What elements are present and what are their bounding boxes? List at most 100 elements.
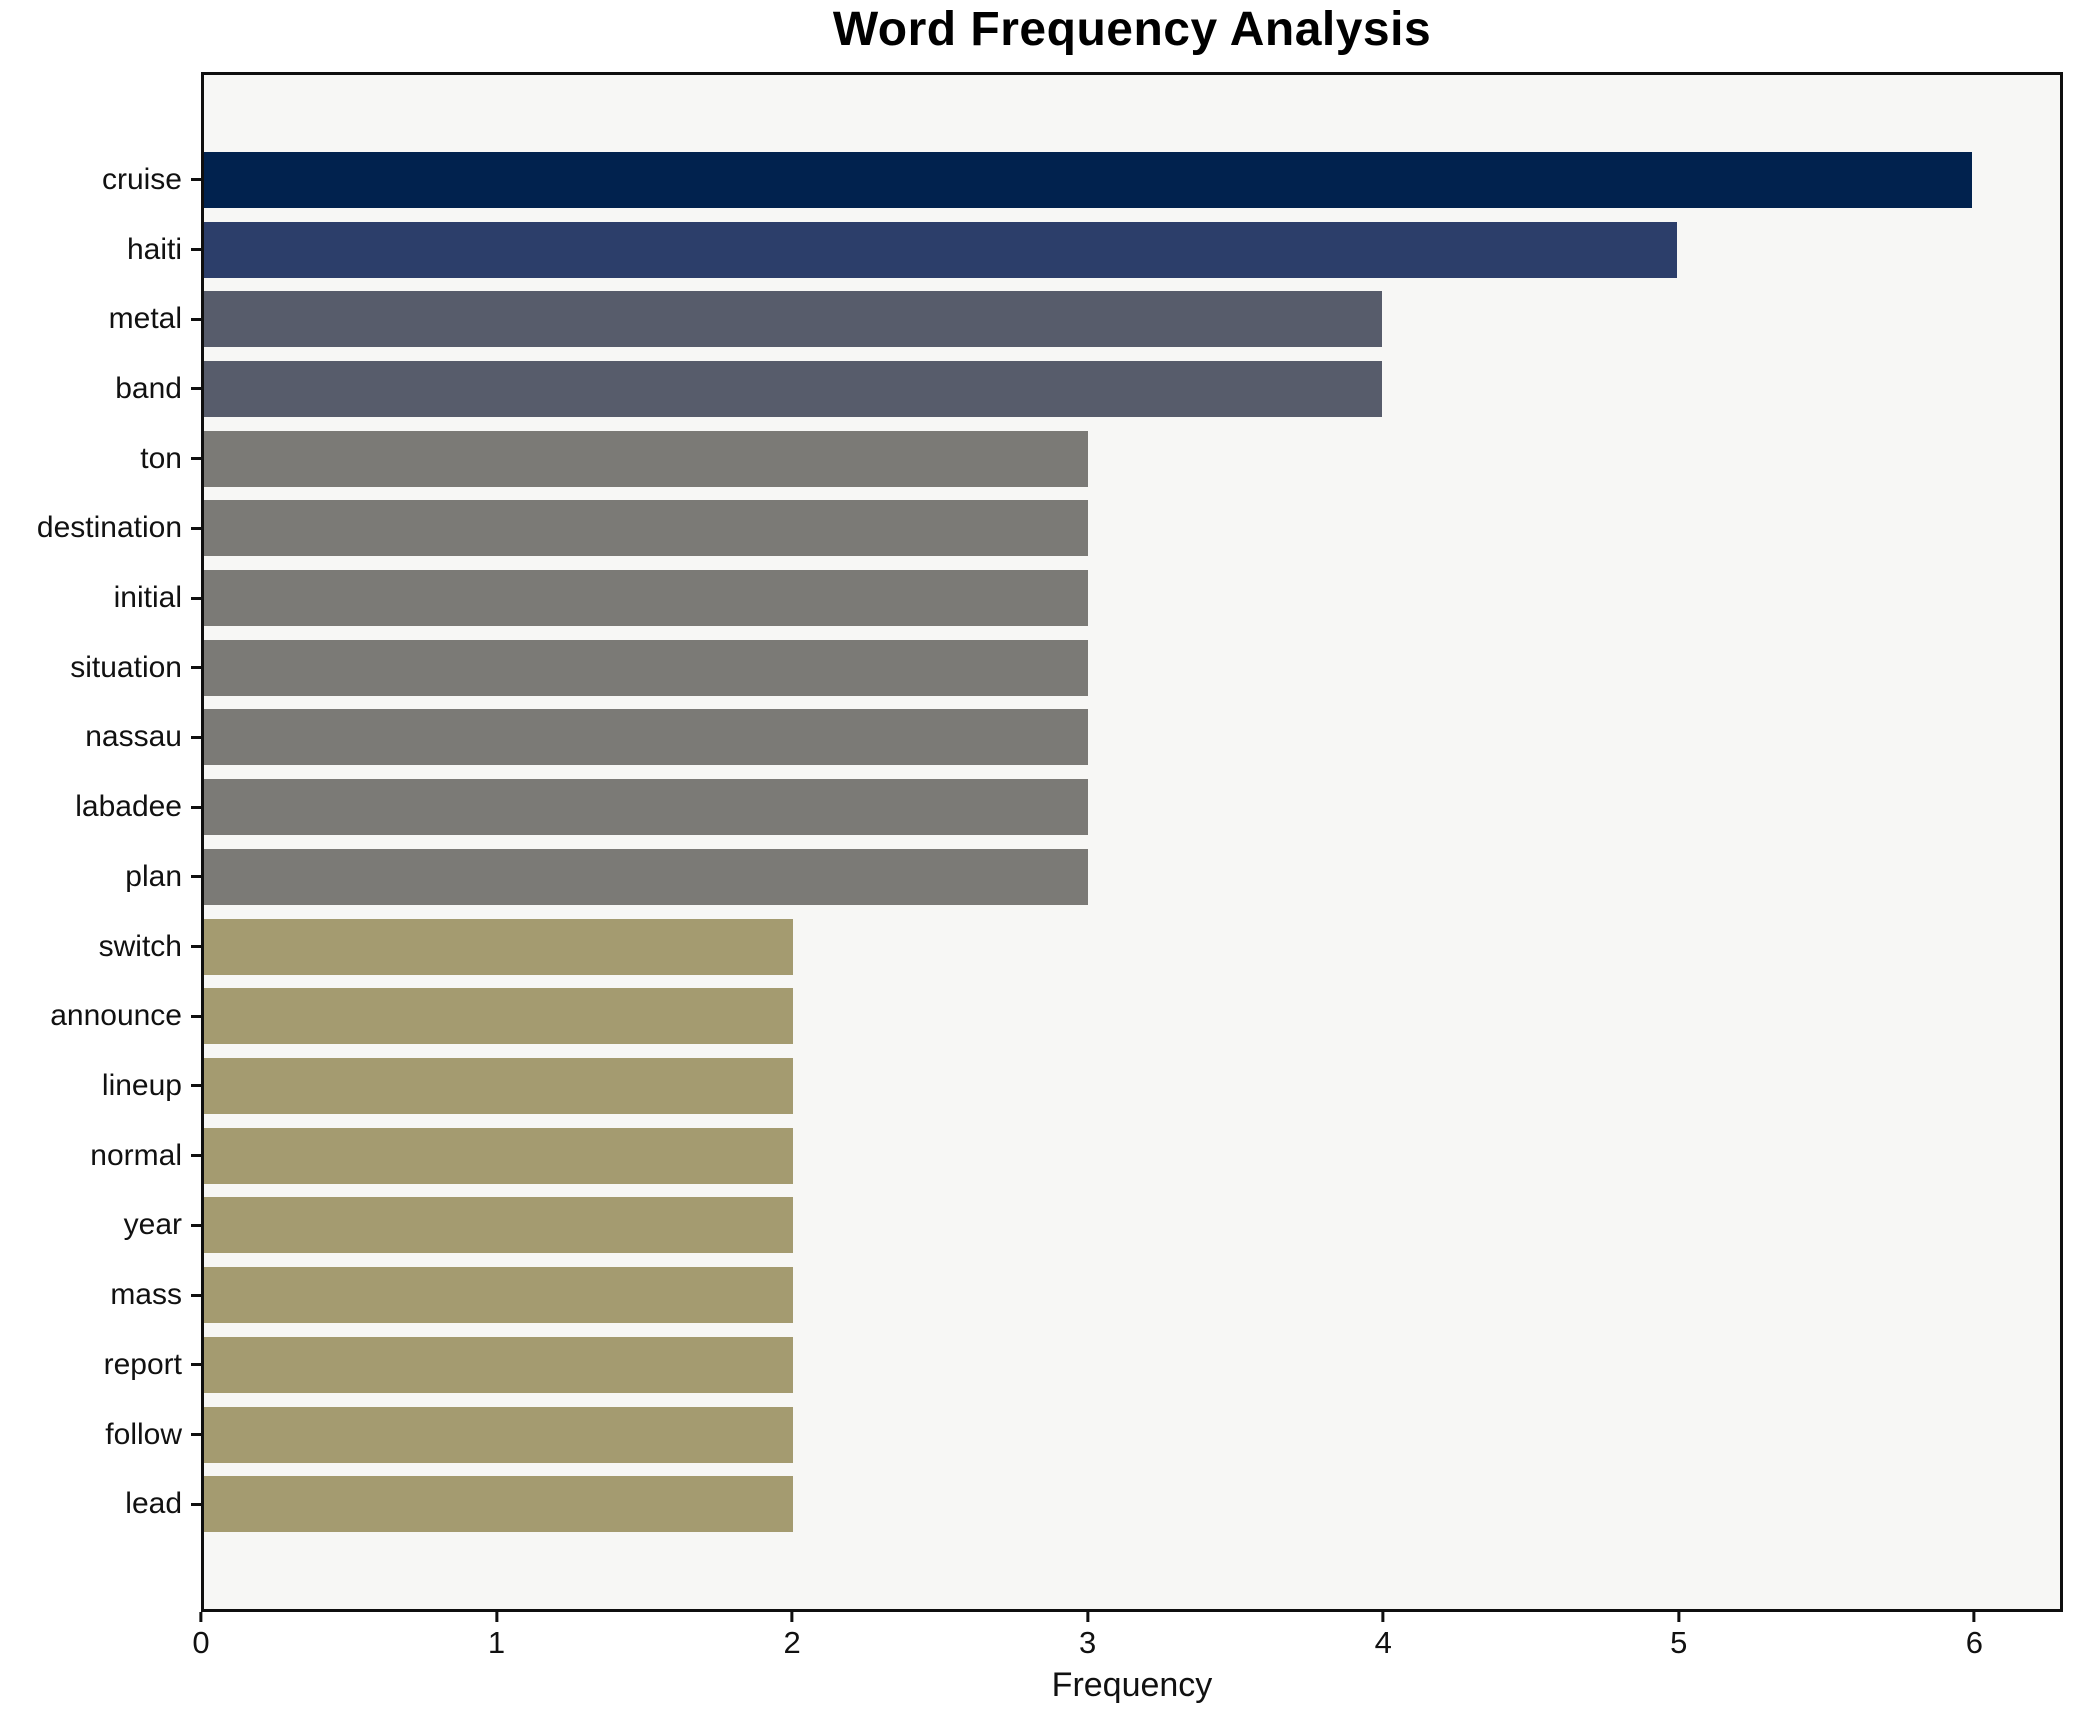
y-tick-mark [191,1014,201,1018]
bar-row: follow [105,1400,2060,1470]
y-tick-mark [191,666,201,670]
bar [204,988,794,1045]
y-tick-mark [191,875,201,879]
bar [204,1267,794,1324]
bar [204,639,1088,696]
bar [204,918,794,975]
x-tick-mark [1677,1612,1681,1622]
bar [204,291,1383,348]
bar [204,221,1678,278]
x-tick-label: 6 [1965,1625,1983,1660]
y-tick-mark [191,526,201,530]
y-tick-mark [191,805,201,809]
bar-row: ton [140,424,2060,494]
x-tick-mark [1972,1612,1976,1622]
bars-area: cruise haiti metal band ton destination initia… [37,75,2060,1609]
y-tick-mark [191,1502,201,1506]
y-tick-label: destination [36,511,182,545]
x-tick: 2 [783,1612,801,1660]
bar-row: year [124,1191,2060,1261]
bar [204,779,1088,836]
y-tick-label: haiti [126,232,182,266]
y-tick-label: follow [105,1417,182,1451]
y-tick-label: mass [110,1278,182,1312]
bar [204,1406,794,1463]
x-tick-mark [495,1612,499,1622]
y-tick-mark [191,178,201,182]
bar-row: cruise [102,145,2060,215]
x-tick: 1 [488,1612,505,1658]
x-tick-label: 0 [192,1625,210,1660]
y-tick-mark [191,248,201,252]
y-tick-label: ton [140,441,182,475]
y-tick-label: normal [90,1138,182,1172]
bar-row: lineup [102,1051,2060,1121]
y-tick-label: cruise [101,162,182,196]
y-tick-label: labadee [75,790,182,824]
x-tick-label: 2 [783,1625,801,1660]
bar [204,570,1088,627]
bar-row: report [104,1330,2060,1400]
y-tick-mark [191,1154,201,1158]
x-tick: 3 [1079,1612,1096,1658]
x-tick: 6 [1966,1612,1983,1658]
y-tick-label: band [115,371,182,405]
bar [204,848,1088,905]
x-tick-label: 4 [1374,1625,1392,1660]
y-tick-label: switch [98,929,182,963]
y-tick-mark [191,317,201,321]
x-tick-label: 3 [1079,1625,1097,1660]
y-tick-label: nassau [85,720,182,754]
y-tick-mark [191,1223,201,1227]
y-tick-mark [191,1084,201,1088]
bar-row: announce [50,981,2060,1051]
x-tick: 4 [1375,1612,1392,1658]
bar-row: metal [109,284,2060,354]
y-tick-label: announce [50,999,182,1033]
x-tick-mark [199,1612,203,1622]
bar [204,500,1088,557]
x-tick-mark [790,1612,794,1622]
x-tick-label: 1 [487,1625,506,1660]
bar [204,1057,794,1114]
y-tick-mark [191,457,201,461]
bar-row: mass [110,1260,2060,1330]
y-tick-label: initial [113,581,182,615]
bar-row: switch [99,912,2060,982]
y-tick-label: lead [125,1487,182,1521]
x-tick: 0 [192,1612,210,1660]
y-tick-label: situation [70,650,182,684]
bar [204,1476,794,1533]
bar-row: lead [125,1469,2060,1539]
y-tick-mark [191,1293,201,1297]
x-tick: 5 [1670,1612,1687,1658]
y-tick-mark [191,1363,201,1367]
bar-row: band [115,354,2060,424]
y-tick-label: year [123,1208,182,1242]
x-axis: 0 1 2 3 4 5 6 [192,1612,2063,1676]
y-tick-mark [191,387,201,391]
bar [204,1197,794,1254]
y-tick-label: plan [125,859,182,893]
chart-title: Word Frequency Analysis [832,3,1432,56]
y-tick-mark [191,735,201,739]
bar-row: haiti [127,215,2060,285]
y-tick-mark [191,945,201,949]
bar [204,1336,794,1393]
bar-row: situation [70,633,2060,703]
bar-row: normal [90,1121,2060,1191]
bar-row: destination [37,494,2060,564]
x-tick-mark [1086,1612,1090,1622]
y-tick-label: metal [108,302,182,336]
bar [204,1127,794,1184]
x-tick-label: 5 [1670,1625,1688,1660]
bar-row: initial [114,563,2060,633]
y-tick-mark [191,596,201,600]
bar-row: plan [125,842,2060,912]
x-tick-mark [1381,1612,1385,1622]
bar-row: nassau [85,703,2060,773]
x-axis-title: Frequency [1051,1666,1213,1704]
bar [204,151,1972,208]
bar [204,360,1383,417]
